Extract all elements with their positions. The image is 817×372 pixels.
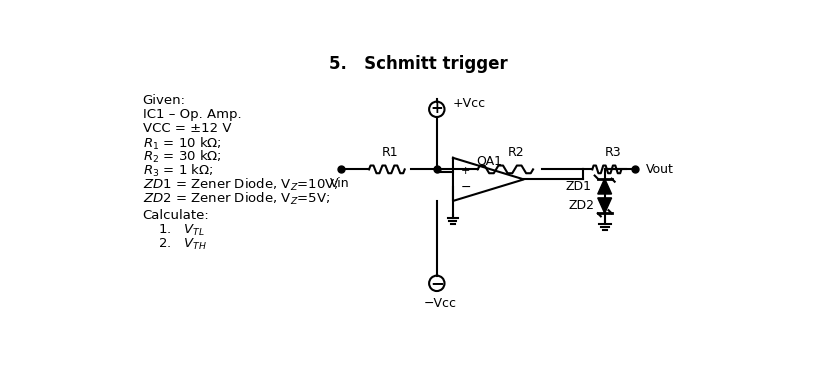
Text: Calculate:: Calculate: <box>143 209 209 222</box>
Polygon shape <box>598 198 612 213</box>
Text: R1: R1 <box>382 146 398 159</box>
Text: $\mathbf{\mathit{ZD1}}$ = Zener Diode, V$_Z$=10V;: $\mathbf{\mathit{ZD1}}$ = Zener Diode, V… <box>143 177 338 193</box>
Text: $\mathbf{\mathit{R}}_\mathbf{\mathit{3}}$ = 1 kΩ;: $\mathbf{\mathit{R}}_\mathbf{\mathit{3}}… <box>143 163 213 179</box>
Text: 1.   $\mathit{V}_{TL}$: 1. $\mathit{V}_{TL}$ <box>158 223 205 238</box>
Text: −Vcc: −Vcc <box>424 297 458 310</box>
Text: +Vcc: +Vcc <box>452 97 485 110</box>
Text: $\mathbf{\mathit{R}}_\mathbf{\mathit{2}}$ = 30 kΩ;: $\mathbf{\mathit{R}}_\mathbf{\mathit{2}}… <box>143 150 221 166</box>
Text: 5.   Schmitt trigger: 5. Schmitt trigger <box>329 55 507 73</box>
Text: R3: R3 <box>605 146 622 159</box>
Text: +: + <box>461 166 470 176</box>
Text: Vout: Vout <box>646 163 674 176</box>
Text: 2.   $\mathit{V}_{TH}$: 2. $\mathit{V}_{TH}$ <box>158 237 207 252</box>
Text: Vin: Vin <box>330 177 350 190</box>
Text: ZD1: ZD1 <box>565 180 592 193</box>
Text: −: − <box>461 180 471 193</box>
Text: ZD2: ZD2 <box>569 199 595 212</box>
Text: IC1 – Op. Amp.: IC1 – Op. Amp. <box>143 108 241 121</box>
Text: +: + <box>431 101 443 116</box>
Text: R2: R2 <box>508 146 525 159</box>
Text: −: − <box>430 273 444 292</box>
Text: $\mathbf{\mathit{ZD2}}$ = Zener Diode, V$_Z$=5V;: $\mathbf{\mathit{ZD2}}$ = Zener Diode, V… <box>143 191 330 207</box>
Text: VCC = ±12 V: VCC = ±12 V <box>143 122 231 135</box>
Text: OA1: OA1 <box>476 155 502 168</box>
Text: $\mathbf{\mathit{R}}_\mathbf{\mathit{1}}$ = 10 kΩ;: $\mathbf{\mathit{R}}_\mathbf{\mathit{1}}… <box>143 135 221 152</box>
Text: Given:: Given: <box>143 94 185 107</box>
Polygon shape <box>598 179 612 194</box>
